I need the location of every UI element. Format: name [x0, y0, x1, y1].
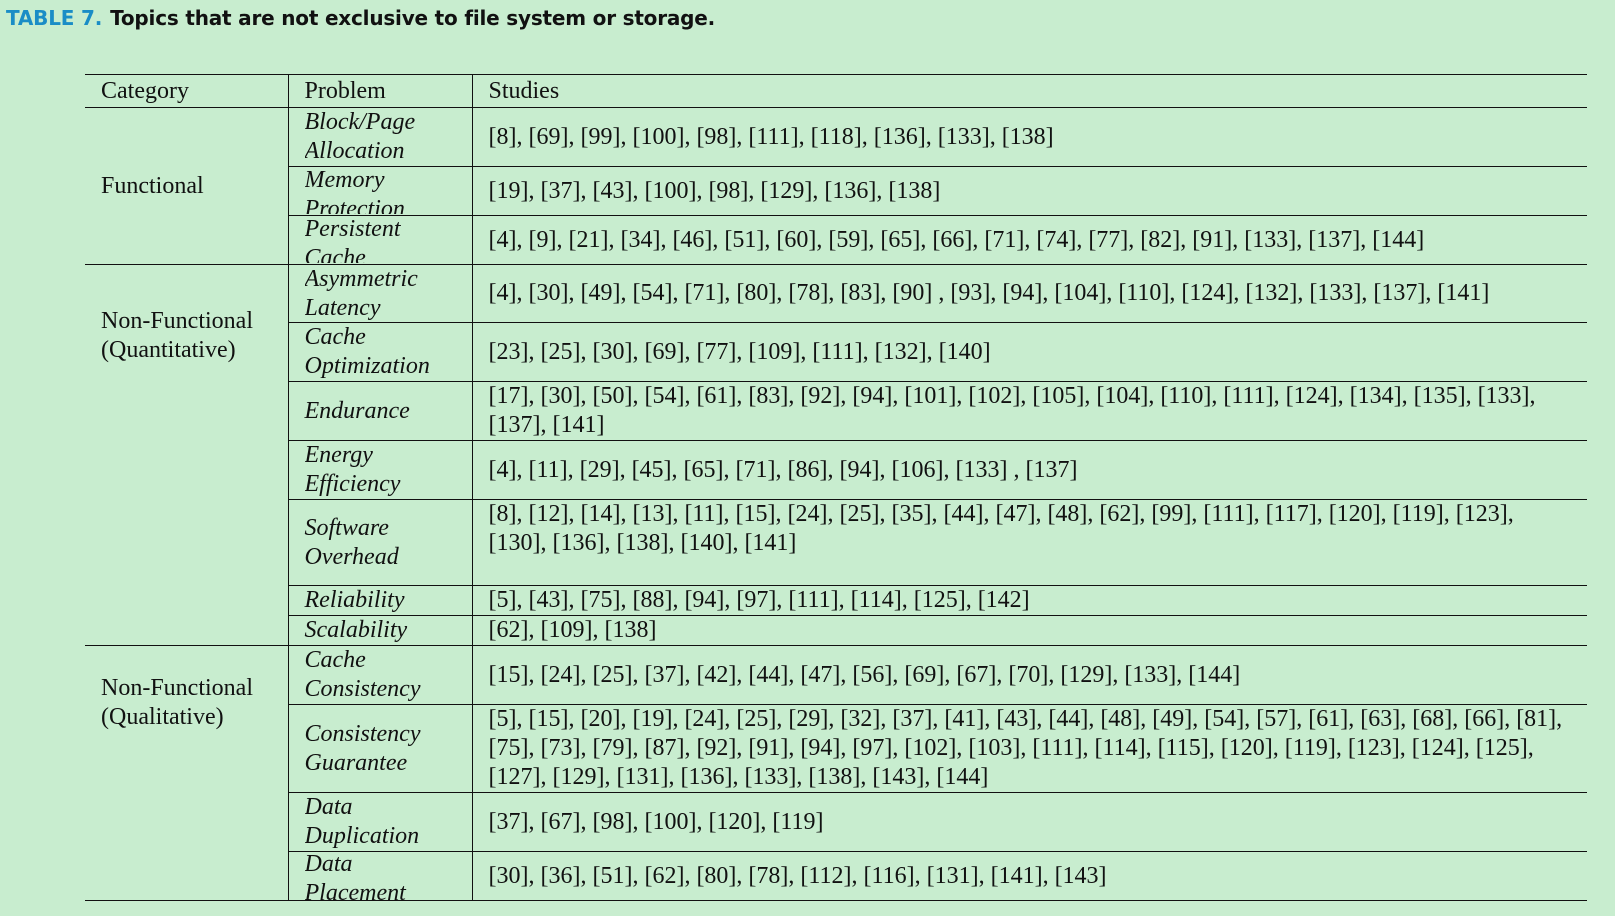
problem-line: Protection — [304, 196, 405, 214]
problem-line: Endurance — [304, 397, 410, 424]
header-row: Category Problem Studies — [85, 74, 1587, 108]
category-line: Functional — [101, 172, 204, 199]
problem-line: Asymmetric — [304, 266, 418, 292]
table-row: Memory Protection [19], [37], [43], [100… — [85, 166, 1587, 216]
category-cell: Non-Functional (Quantitative) — [85, 264, 289, 646]
table-caption: TABLE 7. Topics that are not exclusive to… — [6, 2, 715, 34]
category-line: Non-Functional — [101, 308, 253, 334]
problem-cell: Cache Optimization — [288, 322, 473, 382]
problem-line: Energy — [304, 442, 373, 468]
header-studies: Studies — [472, 74, 1587, 108]
studies-cell: [5], [43], [75], [88], [94], [97], [111]… — [472, 585, 1587, 616]
problem-line: Scalability — [304, 617, 408, 643]
problem-line: Consistency — [304, 676, 421, 702]
category-line: (Qualitative) — [101, 704, 224, 730]
caption-label: TABLE 7. — [6, 6, 103, 30]
problem-cell: Memory Protection — [288, 166, 473, 216]
table-row: Consistency Guarantee [5], [15], [20], [… — [85, 704, 1587, 793]
problem-cell: Scalability — [288, 615, 473, 646]
header-category: Category — [85, 74, 289, 108]
problem-cell: Persistent Cache — [288, 215, 473, 265]
studies-cell: [62], [109], [138] — [472, 615, 1587, 646]
problem-cell: Energy Efficiency — [288, 440, 473, 500]
table-row: Functional Block/Page Allocation [8], [6… — [85, 107, 1587, 265]
table-row: Scalability [62], [109], [138] — [85, 615, 1587, 646]
problem-line: Cache — [304, 324, 366, 350]
studies-cell: [8], [12], [14], [13], [11], [15], [24],… — [472, 499, 1587, 586]
problem-cell: Data Duplication — [288, 792, 473, 852]
table-row: Non-Functional (Qualitative) Cache Consi… — [85, 645, 1587, 901]
table-row: Data Duplication [37], [67], [98], [100]… — [85, 792, 1587, 852]
studies-cell: [4], [9], [21], [34], [46], [51], [60], … — [472, 215, 1587, 265]
studies-cell: [8], [69], [99], [100], [98], [111], [11… — [472, 107, 1587, 167]
category-line: (Quantitative) — [101, 337, 236, 363]
problem-cell: Block/Page Allocation — [288, 107, 473, 167]
problem-cell: Cache Consistency — [288, 645, 473, 705]
problem-line: Data — [304, 851, 353, 877]
table-row: Reliability [5], [43], [75], [88], [94],… — [85, 585, 1587, 616]
problem-cell: Asymmetric Latency — [288, 264, 473, 323]
studies-cell: [4], [30], [49], [54], [71], [80], [78],… — [472, 264, 1587, 323]
category-cell: Functional — [85, 107, 289, 265]
problem-cell: Data Placement — [288, 851, 473, 901]
problem-line: Overhead — [304, 543, 399, 570]
problem-line: Efficiency — [304, 471, 401, 497]
problem-line: Duplication — [304, 823, 420, 849]
problem-line: Cache — [304, 245, 366, 263]
studies-cell: [37], [67], [98], [100], [120], [119] — [472, 792, 1587, 852]
table-row: Persistent Cache [4], [9], [21], [34], [… — [85, 215, 1587, 265]
studies-cell: [4], [11], [29], [45], [65], [71], [86],… — [472, 440, 1587, 500]
problem-line: Memory — [304, 167, 385, 193]
header-problem: Problem — [288, 74, 473, 108]
topics-table: Category Problem Studies Functional Bloc… — [85, 74, 1587, 901]
caption-title: Topics that are not exclusive to file sy… — [110, 6, 716, 30]
problem-cell: Software Overhead — [288, 499, 473, 586]
problem-line: Software — [304, 514, 389, 541]
category-cell: Non-Functional (Qualitative) — [85, 645, 289, 901]
studies-cell: [19], [37], [43], [100], [98], [129], [1… — [472, 166, 1587, 216]
problem-cell: Endurance — [288, 381, 473, 441]
problem-line: Latency — [304, 295, 381, 321]
problem-cell: Reliability — [288, 585, 473, 616]
studies-cell: [30], [36], [51], [62], [80], [78], [112… — [472, 851, 1587, 901]
table-row: Cache Optimization [23], [25], [30], [69… — [85, 322, 1587, 382]
problem-line: Cache — [304, 647, 366, 673]
table-row: Endurance [17], [30], [50], [54], [61], … — [85, 381, 1587, 441]
problem-line: Persistent — [304, 216, 401, 242]
problem-cell: Consistency Guarantee — [288, 704, 473, 793]
category-line: Non-Functional — [101, 675, 253, 701]
table-row: Energy Efficiency [4], [11], [29], [45],… — [85, 440, 1587, 500]
problem-line: Allocation — [304, 138, 405, 164]
studies-cell: [17], [30], [50], [54], [61], [83], [92]… — [472, 381, 1587, 441]
problem-line: Consistency — [304, 720, 421, 747]
problem-line: Data — [304, 794, 353, 820]
table-row: Software Overhead [8], [12], [14], [13],… — [85, 499, 1587, 586]
problem-line: Placement — [304, 880, 406, 900]
table-row: Data Placement [30], [36], [51], [62], [… — [85, 851, 1587, 901]
studies-cell: [15], [24], [25], [37], [42], [44], [47]… — [472, 645, 1587, 705]
table-row: Non-Functional (Quantitative) Asymmetric… — [85, 264, 1587, 646]
problem-line: Optimization — [304, 353, 430, 379]
problem-line: Reliability — [304, 587, 405, 613]
problem-line: Guarantee — [304, 749, 408, 776]
studies-cell: [5], [15], [20], [19], [24], [25], [29],… — [472, 704, 1587, 793]
studies-cell: [23], [25], [30], [69], [77], [109], [11… — [472, 322, 1587, 382]
problem-line: Block/Page — [304, 109, 416, 135]
